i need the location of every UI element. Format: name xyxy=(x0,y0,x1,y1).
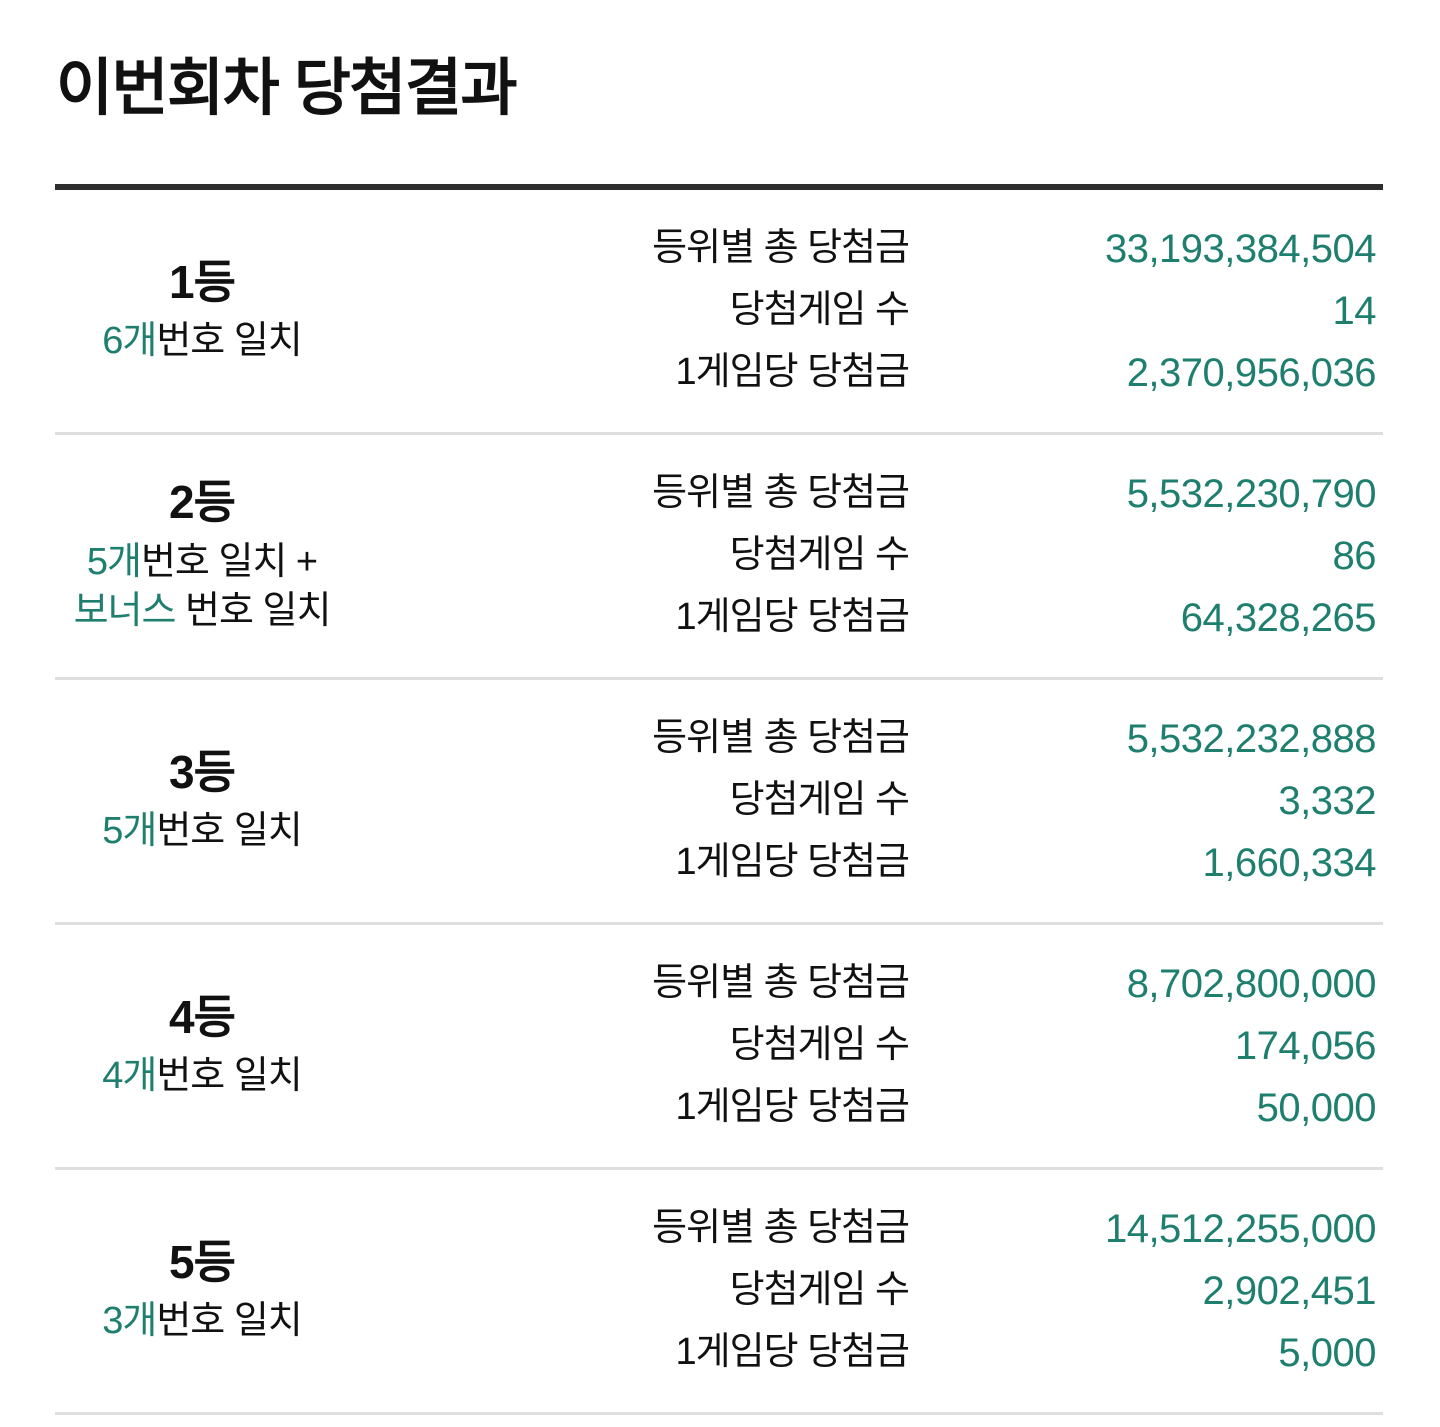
rank-condition: 5개번호 일치 xyxy=(55,807,349,856)
condition-rest: 번호 일치 xyxy=(156,1055,302,1098)
value-total-prize: 14,512,255,000 xyxy=(1104,1206,1377,1251)
table-row: 4등 4개번호 일치 등위별 총 당첨금 당첨게임 수 1게임당 당첨금 8,7… xyxy=(55,925,1383,1170)
rank-cell: 4등 4개번호 일치 xyxy=(55,990,353,1102)
rank-condition: 5개번호 일치 + xyxy=(55,538,349,587)
rank-cell: 2등 5개번호 일치 + 보너스 번호 일치 xyxy=(55,475,353,636)
value-winning-games: 174,056 xyxy=(1234,1023,1377,1068)
metric-label-total-prize: 등위별 총 당첨금 xyxy=(652,227,910,270)
condition-rest-bonus: 번호 일치 xyxy=(175,590,331,633)
rank-condition: 6개번호 일치 xyxy=(55,317,349,366)
table-row: 1등 6개번호 일치 등위별 총 당첨금 당첨게임 수 1게임당 당첨금 33,… xyxy=(55,190,1383,435)
table-row: 2등 5개번호 일치 + 보너스 번호 일치 등위별 총 당첨금 당첨게임 수 … xyxy=(55,435,1383,680)
value-prize-per-game: 64,328,265 xyxy=(1180,596,1377,641)
metric-label-cell: 등위별 총 당첨금 당첨게임 수 1게임당 당첨금 xyxy=(353,953,913,1139)
condition-rest: 번호 일치 xyxy=(156,810,302,853)
metric-value-cell: 5,532,230,790 86 64,328,265 xyxy=(913,463,1383,650)
metric-value-cell: 5,532,232,888 3,332 1,660,334 xyxy=(913,708,1383,895)
rank-label: 3등 xyxy=(169,746,236,799)
metric-value-cell: 14,512,255,000 2,902,451 5,000 xyxy=(913,1198,1383,1385)
metric-label-cell: 등위별 총 당첨금 당첨게임 수 1게임당 당첨금 xyxy=(353,218,913,404)
value-winning-games: 3,332 xyxy=(1278,778,1376,823)
value-prize-per-game: 2,370,956,036 xyxy=(1126,351,1377,396)
condition-highlight: 5개 xyxy=(102,810,157,853)
metric-value-cell: 33,193,384,504 14 2,370,956,036 xyxy=(913,218,1383,405)
rank-cell: 3등 5개번호 일치 xyxy=(55,745,353,857)
metric-label-winning-games: 당첨게임 수 xyxy=(729,534,910,577)
metric-label-total-prize: 등위별 총 당첨금 xyxy=(652,1207,910,1250)
condition-highlight-bonus: 보너스 xyxy=(73,590,177,633)
metric-label-cell: 등위별 총 당첨금 당첨게임 수 1게임당 당첨금 xyxy=(353,708,913,894)
metric-label-winning-games: 당첨게임 수 xyxy=(729,779,910,822)
metric-label-total-prize: 등위별 총 당첨금 xyxy=(652,962,910,1005)
metric-label-prize-per-game: 1게임당 당첨금 xyxy=(675,350,910,393)
metric-label-prize-per-game: 1게임당 당첨금 xyxy=(675,1085,910,1128)
value-total-prize: 5,532,230,790 xyxy=(1126,471,1377,516)
table-row: 3등 5개번호 일치 등위별 총 당첨금 당첨게임 수 1게임당 당첨금 5,5… xyxy=(55,680,1383,925)
winning-result-table: 1등 6개번호 일치 등위별 총 당첨금 당첨게임 수 1게임당 당첨금 33,… xyxy=(55,184,1383,1415)
rank-cell: 1등 6개번호 일치 xyxy=(55,255,353,367)
condition-highlight: 5개 xyxy=(86,540,142,583)
metric-label-prize-per-game: 1게임당 당첨금 xyxy=(675,1330,910,1373)
value-prize-per-game: 50,000 xyxy=(1256,1086,1377,1131)
value-total-prize: 8,702,800,000 xyxy=(1126,961,1377,1006)
condition-highlight: 4개 xyxy=(102,1055,157,1098)
value-winning-games: 14 xyxy=(1332,288,1377,333)
metric-label-winning-games: 당첨게임 수 xyxy=(729,289,910,332)
condition-rest: 번호 일치 + xyxy=(140,540,318,583)
metric-label-prize-per-game: 1게임당 당첨금 xyxy=(675,840,910,883)
value-prize-per-game: 5,000 xyxy=(1278,1331,1376,1376)
rank-cell: 5등 3개번호 일치 xyxy=(55,1235,353,1347)
rank-label: 5등 xyxy=(169,1236,236,1289)
rank-label: 4등 xyxy=(169,991,236,1044)
condition-rest: 번호 일치 xyxy=(156,320,302,363)
condition-highlight: 6개 xyxy=(102,320,157,363)
rank-condition: 4개번호 일치 xyxy=(55,1052,349,1101)
rank-condition-second-line: 보너스 번호 일치 xyxy=(55,587,349,636)
metric-label-prize-per-game: 1게임당 당첨금 xyxy=(675,595,910,638)
metric-label-cell: 등위별 총 당첨금 당첨게임 수 1게임당 당첨금 xyxy=(353,1198,913,1384)
table-row: 5등 3개번호 일치 등위별 총 당첨금 당첨게임 수 1게임당 당첨금 14,… xyxy=(55,1170,1383,1415)
value-winning-games: 2,902,451 xyxy=(1202,1268,1377,1313)
condition-highlight: 3개 xyxy=(102,1300,157,1343)
page-title: 이번회차 당첨결과 xyxy=(56,54,518,123)
rank-label: 1등 xyxy=(169,256,236,309)
metric-label-total-prize: 등위별 총 당첨금 xyxy=(652,472,910,515)
metric-label-winning-games: 당첨게임 수 xyxy=(729,1269,910,1312)
condition-rest: 번호 일치 xyxy=(156,1300,302,1343)
metric-value-cell: 8,702,800,000 174,056 50,000 xyxy=(913,953,1383,1140)
value-total-prize: 5,532,232,888 xyxy=(1126,716,1377,761)
rank-condition: 3개번호 일치 xyxy=(55,1297,349,1346)
value-winning-games: 86 xyxy=(1332,533,1377,578)
metric-label-cell: 등위별 총 당첨금 당첨게임 수 1게임당 당첨금 xyxy=(353,463,913,649)
metric-label-total-prize: 등위별 총 당첨금 xyxy=(652,717,910,760)
value-prize-per-game: 1,660,334 xyxy=(1202,841,1377,886)
value-total-prize: 33,193,384,504 xyxy=(1104,226,1377,271)
metric-label-winning-games: 당첨게임 수 xyxy=(729,1024,910,1067)
rank-label: 2등 xyxy=(169,476,236,529)
